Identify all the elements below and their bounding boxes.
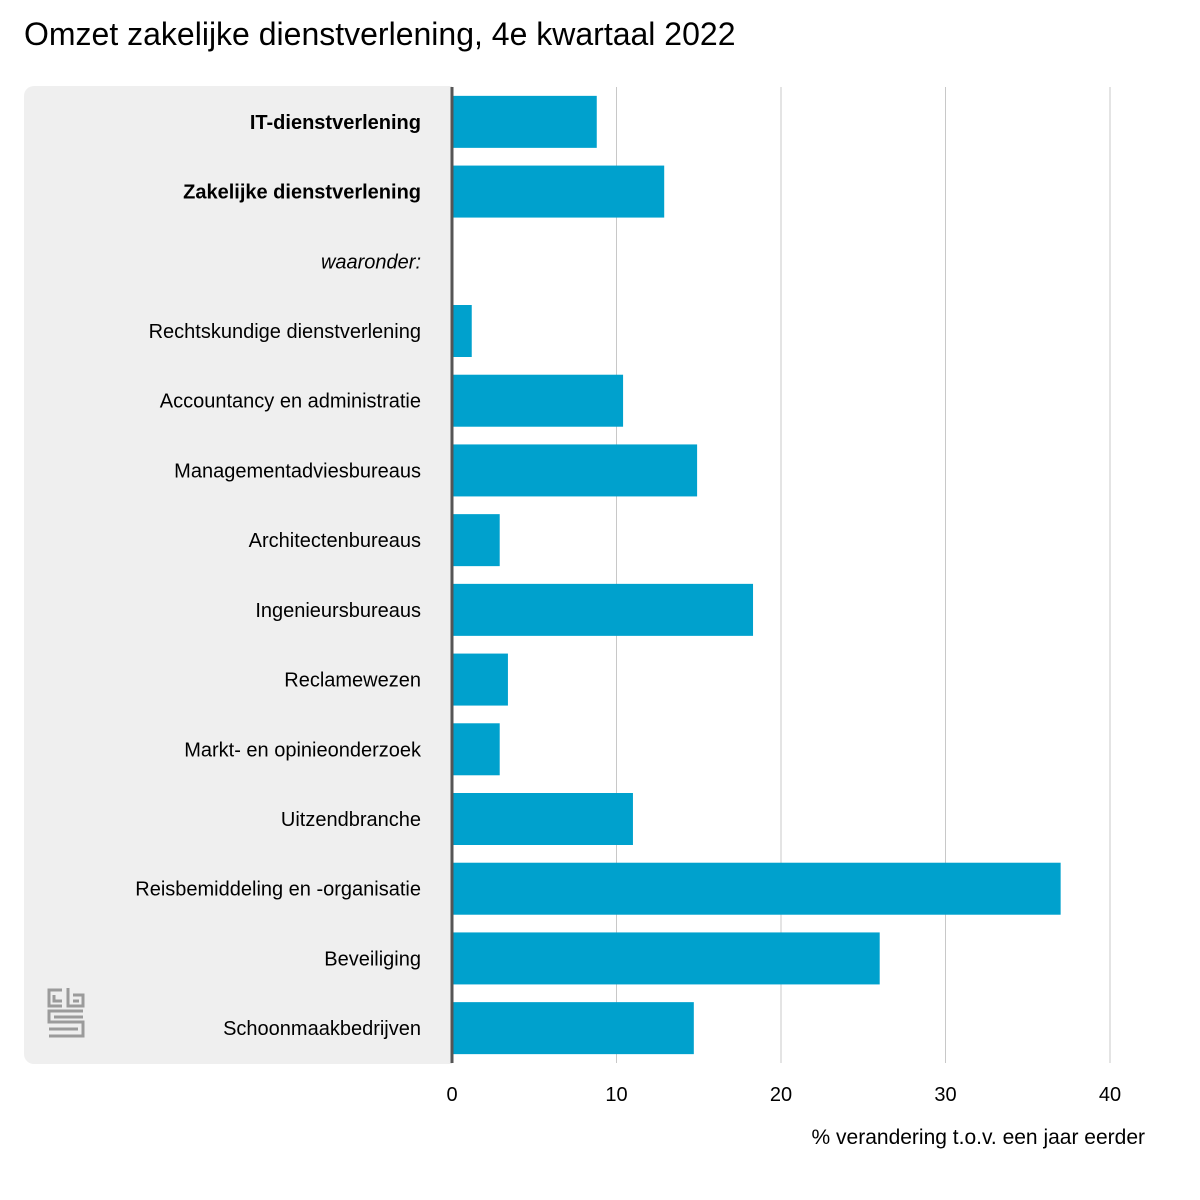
cbs-logo-icon: [47, 988, 85, 1038]
bar: [452, 1002, 694, 1055]
category-label: Accountancy en administratie: [160, 391, 421, 413]
x-tick-label: 30: [934, 1084, 956, 1106]
bar: [452, 793, 633, 845]
chart-title: Omzet zakelijke dienstverlening, 4e kwar…: [24, 16, 736, 52]
bar: [452, 514, 500, 567]
category-label: Managementadviesbureaus: [174, 460, 421, 482]
category-label: Reisbemiddeling en -organisatie: [135, 879, 421, 901]
category-label: Beveiliging: [324, 948, 421, 970]
category-label: Uitzendbranche: [281, 809, 421, 831]
x-tick-label: 20: [770, 1084, 792, 1106]
category-label: Ingenieursbureaus: [255, 600, 421, 622]
x-tick-label: 10: [605, 1084, 627, 1106]
category-label: Markt- en opinieonderzoek: [184, 739, 422, 761]
x-tick-labels: 0 10 20 30 40: [446, 1084, 1121, 1106]
bar: [452, 305, 472, 357]
category-label: Zakelijke dienstverlening: [183, 182, 421, 204]
category-label: waaronder:: [321, 251, 421, 273]
bar: [452, 95, 597, 148]
bar: [452, 165, 665, 218]
x-tick-label: 0: [446, 1084, 457, 1106]
bar: [452, 723, 500, 776]
category-label: Architectenbureaus: [249, 530, 421, 552]
bars: [452, 95, 1061, 1055]
category-label: Reclamewezen: [284, 670, 421, 692]
bar: [452, 374, 624, 427]
x-axis-title: % verandering t.o.v. een jaar eerder: [812, 1126, 1145, 1149]
category-label: Rechtskundige dienstverlening: [149, 321, 421, 343]
bar: [452, 932, 880, 985]
bar: [452, 862, 1061, 915]
category-label: Schoonmaakbedrijven: [223, 1018, 421, 1040]
gridlines: [616, 87, 1111, 1063]
bar: [452, 653, 508, 706]
bar: [452, 444, 698, 497]
category-label-panel: [24, 86, 452, 1064]
x-tick-label: 40: [1099, 1084, 1121, 1106]
bar: [452, 583, 754, 636]
category-labels: IT-dienstverlening Zakelijke dienstverlen…: [135, 112, 422, 1040]
category-label: IT-dienstverlening: [250, 112, 421, 134]
